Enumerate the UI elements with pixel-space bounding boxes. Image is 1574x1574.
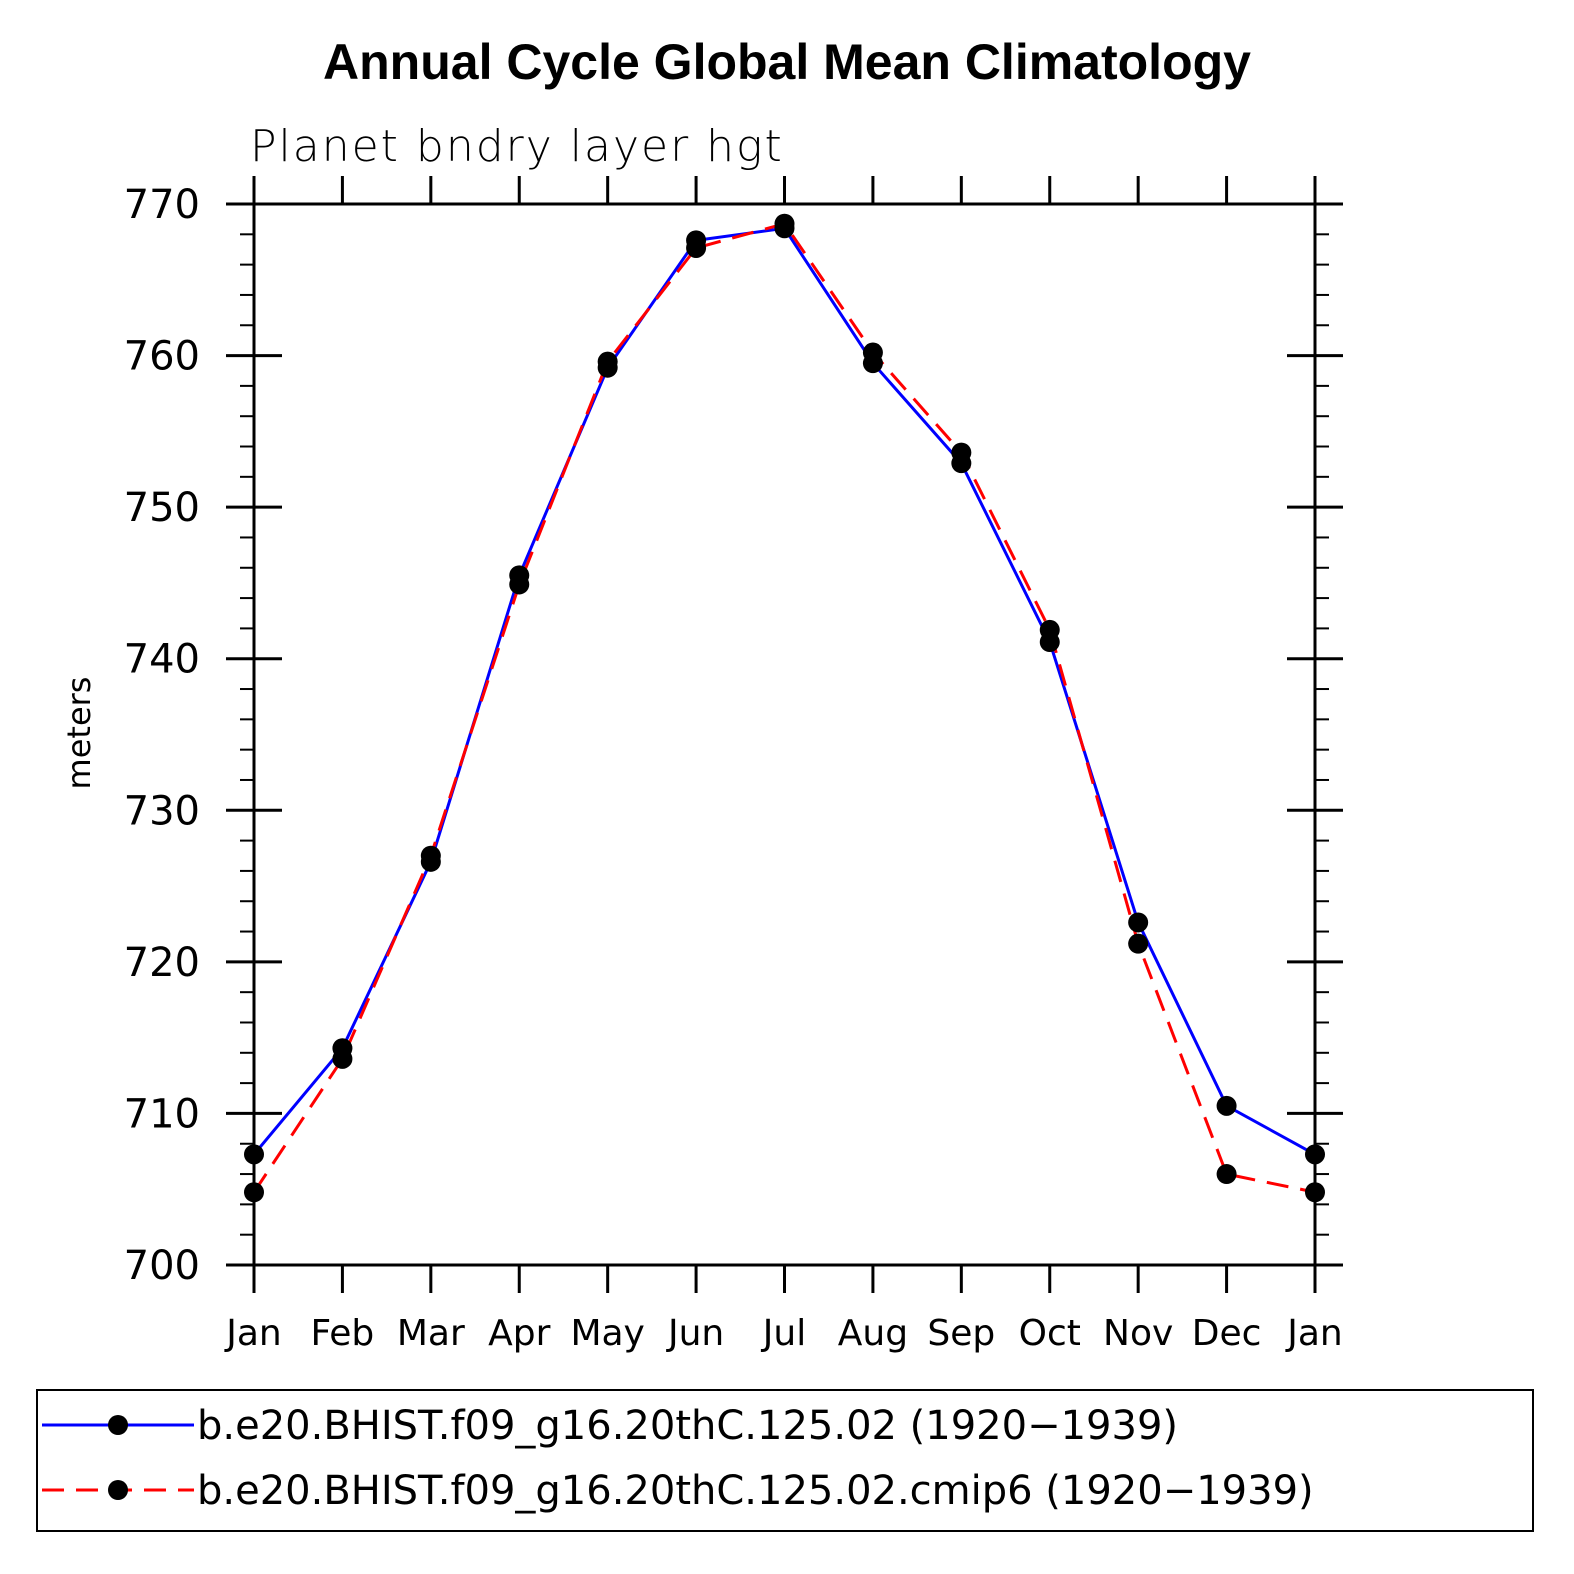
data-point-series-1 (509, 574, 530, 595)
legend-entry-red: b.e20.BHIST.f09_g16.20thC.125.02.cmip6 (… (42, 1468, 1314, 1514)
y-tick-label: 710 (124, 1091, 200, 1137)
data-point-series-0 (1305, 1144, 1325, 1165)
x-tick-label: Oct (1019, 1313, 1081, 1354)
data-point-series-1 (774, 213, 795, 234)
y-tick-label: 760 (124, 334, 200, 380)
y-tick-label: 700 (124, 1243, 200, 1289)
axis-ticks (226, 176, 1343, 1293)
series-line-0 (252, 226, 1316, 1156)
legend-label-red: b.e20.BHIST.f09_g16.20thC.125.02.cmip6 (… (197, 1468, 1314, 1514)
y-tick-label: 770 (124, 182, 200, 228)
legend-label-blue: b.e20.BHIST.f09_g16.20thC.125.02 (1920−1… (197, 1403, 1178, 1449)
data-point-series-1 (951, 442, 972, 463)
data-point-series-1 (686, 237, 707, 258)
data-point-series-1 (420, 845, 441, 866)
x-tick-labels: Jan Feb Mar Apr May Jun Jul Aug Sep Oct Nov Dec Jan (224, 1313, 1343, 1354)
data-point-series-0 (244, 1144, 264, 1165)
y-tick-label: 730 (124, 788, 200, 834)
data-point-series-1 (244, 1182, 264, 1203)
x-tick-label: Jan (1285, 1313, 1343, 1354)
legend-marker-blue (108, 1415, 128, 1435)
series-line-1 (252, 221, 1316, 1194)
data-point-series-0 (1128, 912, 1149, 933)
x-tick-label: Apr (488, 1313, 550, 1354)
y-tick-label: 740 (124, 637, 200, 683)
x-tick-label: Dec (1192, 1313, 1262, 1354)
data-point-series-0 (1216, 1095, 1237, 1116)
data-point-series-1 (862, 342, 883, 363)
x-tick-label: Mar (397, 1313, 465, 1354)
y-tick-label: 750 (124, 485, 200, 531)
legend-entry-blue: b.e20.BHIST.f09_g16.20thC.125.02 (1920−1… (42, 1403, 1178, 1449)
x-tick-label: Feb (311, 1313, 375, 1354)
data-point-series-1 (1216, 1164, 1237, 1185)
legend-box (36, 1389, 1534, 1532)
data-point-series-1 (1039, 619, 1060, 640)
chart-title: Annual Cycle Global Mean Climatology (323, 34, 1251, 90)
x-tick-label: Jan (224, 1313, 282, 1354)
y-tick-label: 720 (124, 940, 200, 986)
x-tick-label: Sep (927, 1313, 995, 1354)
legend-marker-red (108, 1480, 128, 1500)
x-tick-label: Nov (1103, 1313, 1173, 1354)
data-point-series-1 (1128, 933, 1149, 954)
x-tick-label: Aug (838, 1313, 908, 1354)
series-lines (244, 213, 1325, 1203)
x-tick-label: Jul (761, 1313, 806, 1354)
y-tick-labels: 700 710 720 730 740 750 760 770 (124, 182, 200, 1289)
data-point-series-1 (597, 351, 618, 372)
y-axis-title: meters (60, 677, 98, 790)
chart-subtitle: Planet bndry layer hgt (250, 121, 784, 172)
data-point-series-1 (1305, 1182, 1325, 1203)
x-tick-label: May (570, 1313, 644, 1354)
plot-area-frame (252, 202, 1317, 1267)
data-point-series-1 (332, 1048, 353, 1069)
x-tick-label: Jun (666, 1313, 724, 1354)
